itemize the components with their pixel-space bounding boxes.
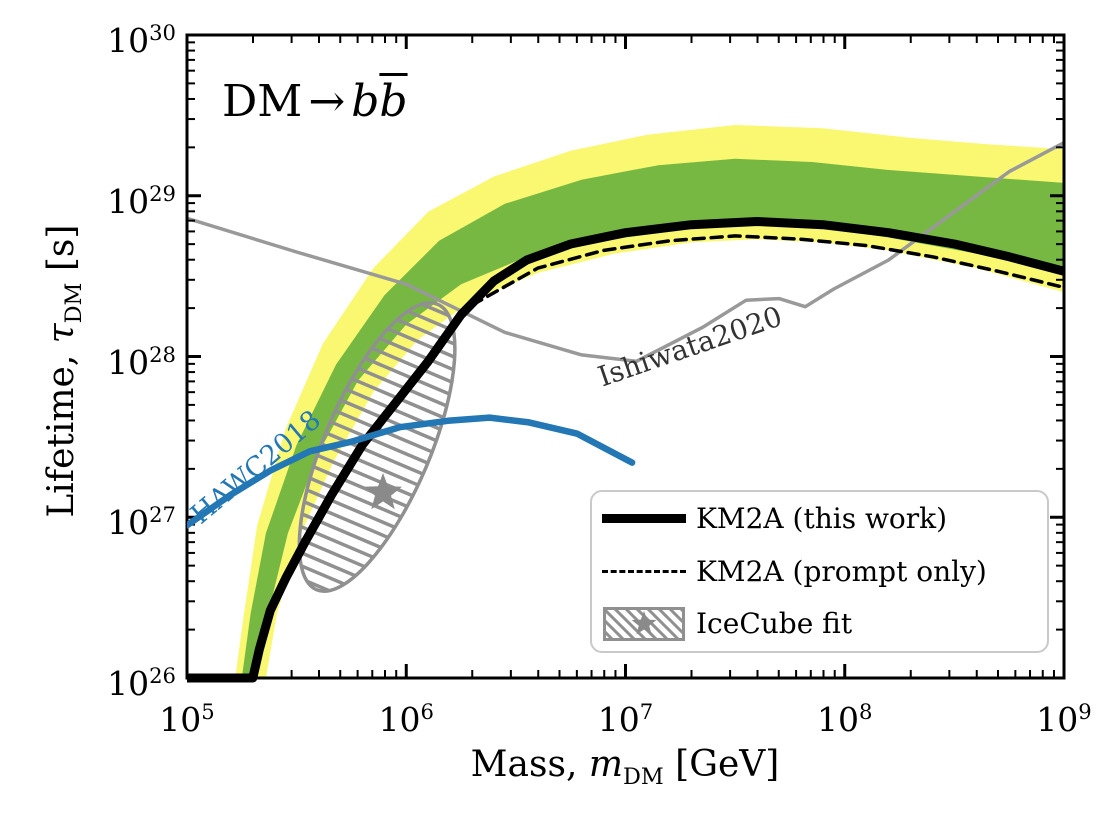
x-tick-label: 109 — [1036, 699, 1092, 739]
y-tick-label: 1026 — [107, 663, 176, 703]
x-axis-label: Mass, mDM [GeV] — [471, 744, 780, 790]
hatched-patch-swatch — [592, 607, 696, 642]
solid-line-swatch — [592, 514, 696, 524]
x-tick-label: 105 — [159, 699, 215, 739]
legend: KM2A (this work) KM2A (prompt only) IceC… — [590, 490, 1049, 653]
y-tick-label: 1029 — [107, 180, 176, 221]
x-axis-subscript: DM — [622, 764, 664, 791]
y-tick-label: 1027 — [107, 502, 176, 543]
legend-item-km2a-this-work: KM2A (this work) — [592, 493, 1047, 545]
y-axis-symbol: τ — [40, 323, 82, 344]
legend-item-icecube-fit: IceCube fit — [592, 598, 1047, 650]
y-axis-label: Lifetime, τDM [s] — [41, 151, 87, 591]
hawc2018-curve — [187, 414, 636, 529]
y-tick-label: 1028 — [107, 341, 176, 382]
legend-label: KM2A (prompt only) — [696, 554, 987, 588]
legend-label: IceCube fit — [696, 607, 853, 641]
dashed-line-icon — [602, 570, 686, 573]
km2a-this-work--curve — [187, 217, 1064, 683]
x-tick-label: 106 — [378, 699, 434, 739]
x-tick-label: 108 — [817, 699, 873, 739]
y-tick-label: 1030 — [107, 20, 176, 60]
annotation-dm: DM — [222, 76, 303, 127]
ishiwata2020-curve — [187, 140, 1064, 364]
legend-label: KM2A (this work) — [696, 501, 948, 535]
legend-item-km2a-prompt-only: KM2A (prompt only) — [592, 546, 1047, 598]
y-axis-label-text: Lifetime, — [40, 343, 82, 518]
annotation-b: b — [351, 76, 380, 127]
km2a-prompt-only--curve — [470, 234, 1064, 307]
x-tick-label: 107 — [597, 699, 654, 739]
icecube-best-fit-star-icon — [364, 473, 402, 510]
annotation-bbar: b — [379, 76, 408, 127]
x-axis-symbol: m — [588, 744, 623, 785]
dashed-line-swatch — [592, 570, 696, 573]
y-axis-subscript: DM — [61, 282, 88, 324]
right-arrow-icon: → — [308, 76, 346, 127]
1-sigma-band — [241, 158, 1064, 678]
x-axis-unit: [GeV] — [663, 744, 780, 785]
y-axis-unit: [s] — [40, 224, 82, 283]
x-axis-label-text: Mass, — [470, 744, 589, 785]
solid-line-icon — [602, 514, 686, 524]
limit-curves-layer — [187, 217, 1064, 683]
hatched-patch-icon — [603, 607, 685, 642]
decay-channel-annotation: DM → bb — [222, 76, 408, 127]
